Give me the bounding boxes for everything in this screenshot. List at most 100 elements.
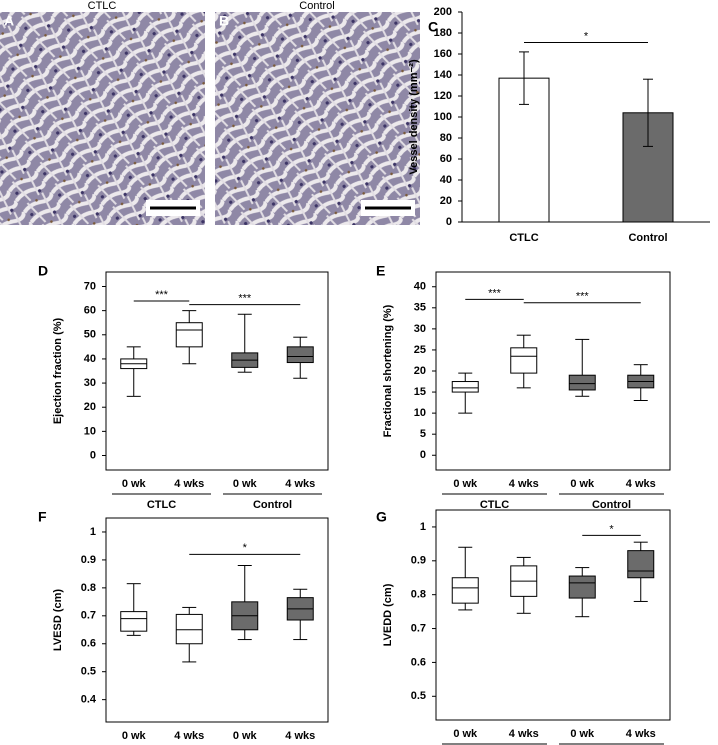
y-tick-label: 0.7: [81, 610, 96, 622]
y-tick-label: 120: [434, 90, 452, 102]
y-axis-label: LVESD (cm): [52, 589, 64, 651]
panel-letter: D: [38, 263, 48, 279]
y-tick-label: 0.9: [81, 554, 96, 566]
panel-letter: G: [376, 509, 387, 525]
x-tick-label: 0 wk: [570, 478, 595, 490]
box: [568, 575, 596, 599]
y-tick-label: 0.6: [81, 638, 96, 650]
y-tick-label: 20: [414, 365, 426, 377]
y-tick-label: 0.6: [411, 656, 426, 668]
y-tick-label: 10: [414, 407, 426, 419]
x-tick-label: 0 wk: [453, 478, 478, 490]
significance-label: ***: [238, 293, 252, 305]
significance-label: *: [609, 523, 614, 535]
x-tick-label: 0 wk: [233, 478, 258, 490]
y-tick-label: 140: [434, 69, 452, 81]
group-label: Control: [253, 499, 292, 511]
y-tick-label: 0.8: [411, 589, 426, 601]
y-tick-label: 30: [84, 377, 96, 389]
y-tick-label: 15: [414, 386, 426, 398]
x-tick-label: 0 wk: [570, 728, 595, 740]
x-tick-label: CTLC: [509, 232, 538, 244]
plot-frame: [105, 517, 329, 723]
bar: [498, 77, 550, 223]
panel-caption: Control: [299, 0, 334, 12]
x-tick-label: 4 wks: [626, 728, 656, 740]
y-tick-label: 70: [84, 280, 96, 292]
group-label: CTLC: [480, 499, 509, 511]
y-tick-label: 0.5: [81, 666, 96, 678]
significance-label: ***: [488, 287, 502, 299]
y-tick-label: 35: [414, 302, 426, 314]
significance-label: *: [584, 30, 589, 42]
y-tick-label: 20: [440, 195, 452, 207]
y-tick-label: 0: [420, 449, 426, 461]
y-tick-label: 180: [434, 27, 452, 39]
y-tick-label: 0.9: [411, 555, 426, 567]
panel-caption: CTLC: [88, 0, 117, 12]
plot-frame: [435, 271, 671, 471]
x-tick-label: 4 wks: [509, 478, 539, 490]
x-tick-label: 4 wks: [174, 478, 204, 490]
significance-label: *: [243, 542, 248, 554]
x-tick-label: 0 wk: [122, 478, 147, 490]
plot-frame: [105, 271, 329, 471]
x-tick-label: 4 wks: [174, 730, 204, 742]
y-tick-label: 40: [84, 353, 96, 365]
plot-frame: [435, 509, 671, 721]
y-tick-label: 100: [434, 111, 452, 123]
x-tick-label: 4 wks: [285, 478, 315, 490]
x-tick-label: Control: [628, 232, 667, 244]
x-tick-label: 0 wk: [233, 730, 258, 742]
x-tick-label: 4 wks: [285, 730, 315, 742]
group-label: CTLC: [147, 499, 176, 511]
box: [451, 577, 479, 604]
significance-label: ***: [155, 289, 169, 301]
y-tick-label: 60: [440, 153, 452, 165]
panel-a: CTLC A: [0, 0, 205, 225]
y-tick-label: 60: [84, 305, 96, 317]
y-tick-label: 0.8: [81, 582, 96, 594]
box: [175, 322, 203, 348]
y-tick-label: 0.7: [411, 622, 426, 634]
panel-b: Control B: [215, 0, 420, 225]
y-axis-label: Fractional shortening (%): [382, 304, 394, 437]
y-tick-label: 30: [414, 323, 426, 335]
group-label: Control: [592, 499, 631, 511]
y-tick-label: 200: [434, 6, 452, 18]
y-tick-label: 40: [414, 281, 426, 293]
y-tick-label: 25: [414, 344, 426, 356]
x-tick-label: 0 wk: [453, 728, 478, 740]
panel-letter: E: [376, 263, 385, 279]
box: [510, 347, 538, 374]
x-tick-label: 4 wks: [509, 728, 539, 740]
y-tick-label: 50: [84, 329, 96, 341]
micrograph: [0, 12, 205, 225]
box: [568, 374, 596, 391]
y-axis-label: Vessel density (mm⁻²): [408, 59, 420, 175]
box: [451, 381, 479, 393]
y-tick-label: 20: [84, 401, 96, 413]
panel-letter: B: [219, 13, 229, 29]
y-tick-label: 1: [420, 521, 426, 533]
y-tick-label: 10: [84, 425, 96, 437]
y-tick-label: 0.5: [411, 690, 426, 702]
box: [175, 613, 203, 645]
y-tick-label: 40: [440, 174, 452, 186]
x-tick-label: 4 wks: [626, 478, 656, 490]
y-tick-label: 0: [446, 216, 452, 228]
y-tick-label: 160: [434, 48, 452, 60]
panel-letter: A: [4, 13, 14, 29]
y-tick-label: 0: [90, 449, 96, 461]
panel-letter: C: [428, 19, 438, 35]
micrograph: [215, 12, 420, 225]
box: [627, 550, 655, 579]
panel-letter: F: [38, 509, 47, 525]
y-tick-label: 5: [420, 428, 426, 440]
y-tick-label: 0.4: [81, 694, 97, 706]
y-tick-label: 1: [90, 526, 96, 538]
significance-label: ***: [576, 291, 590, 303]
y-axis-label: Ejection fraction (%): [52, 317, 64, 424]
y-tick-label: 80: [440, 132, 452, 144]
